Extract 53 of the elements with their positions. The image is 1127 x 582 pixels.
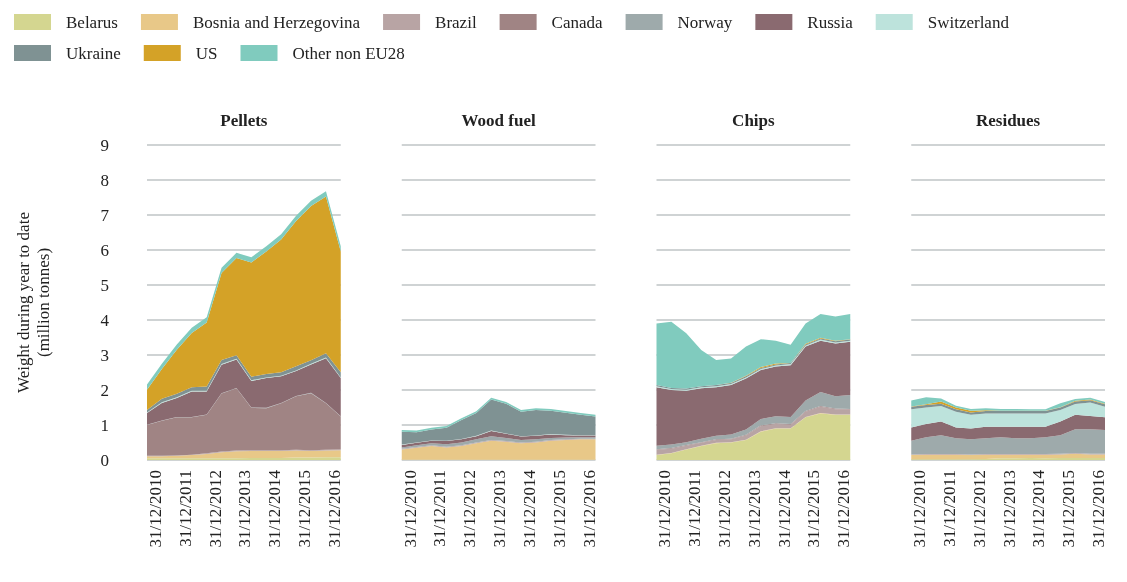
x-tick-label: 31/12/2011	[175, 470, 195, 547]
x-tick-label: 31/12/2014	[265, 469, 285, 548]
y-tick-label: 1	[100, 416, 109, 436]
y-tick-label: 4	[100, 311, 110, 331]
y-tick-label: 9	[100, 136, 109, 156]
chart-title: Wood fuel	[461, 111, 536, 130]
x-tick-label: 31/12/2014	[774, 469, 794, 548]
x-tick-label: 31/12/2015	[1059, 470, 1079, 548]
legend-label: Canada	[551, 13, 604, 32]
x-tick-label: 31/12/2010	[400, 470, 420, 548]
y-tick-label: 0	[100, 451, 109, 471]
x-tick-label: 31/12/2015	[549, 470, 569, 548]
x-tick-label: 31/12/2014	[1029, 469, 1049, 548]
x-tick-label: 31/12/2012	[715, 470, 735, 548]
legend-label: Other non EU28	[292, 44, 405, 63]
legend-label: Russia	[807, 13, 854, 32]
x-tick-label: 31/12/2010	[145, 470, 165, 548]
x-tick-label: 31/12/2012	[969, 470, 989, 548]
x-tick-label: 31/12/2015	[294, 470, 314, 548]
x-tick-label: 31/12/2016	[324, 470, 344, 548]
legend-label: Ukraine	[66, 44, 121, 63]
x-tick-label: 31/12/2016	[834, 470, 854, 548]
y-tick-label: 2	[100, 381, 109, 401]
legend-label: Norway	[677, 13, 733, 32]
legend-label: Brazil	[435, 13, 477, 32]
x-tick-label: 31/12/2016	[1089, 470, 1109, 548]
x-tick-label: 31/12/2016	[579, 470, 599, 548]
chart-title: Chips	[732, 111, 776, 130]
legend-label: Bosnia and Herzegovina	[192, 13, 361, 32]
x-tick-label: 31/12/2010	[655, 470, 675, 548]
legend-label: Switzerland	[927, 13, 1010, 32]
x-tick-label: 31/12/2011	[685, 470, 705, 547]
chart-title: Pellets	[220, 111, 268, 130]
legend-label: US	[195, 44, 218, 63]
x-tick-label: 31/12/2012	[460, 470, 480, 548]
x-tick-label: 31/12/2011	[430, 470, 450, 547]
y-tick-label: 7	[100, 206, 110, 226]
x-tick-label: 31/12/2013	[235, 470, 255, 548]
y-tick-label: 8	[100, 171, 109, 191]
x-tick-label: 31/12/2013	[490, 470, 510, 548]
x-tick-label: 31/12/2011	[939, 470, 959, 547]
y-tick-label: 6	[100, 241, 109, 261]
chart-title: Residues	[976, 111, 1041, 130]
x-tick-label: 31/12/2012	[205, 470, 225, 548]
legend-label: Belarus	[66, 13, 118, 32]
x-tick-label: 31/12/2014	[519, 469, 539, 548]
x-tick-label: 31/12/2013	[999, 470, 1019, 548]
x-tick-label: 31/12/2013	[744, 470, 764, 548]
y-axis-title: Weight during year to date (million tonnes)	[14, 212, 53, 393]
x-tick-label: 31/12/2010	[910, 470, 930, 548]
x-tick-label: 31/12/2015	[804, 470, 824, 548]
y-tick-label: 5	[100, 276, 109, 296]
y-tick-label: 3	[100, 346, 109, 366]
